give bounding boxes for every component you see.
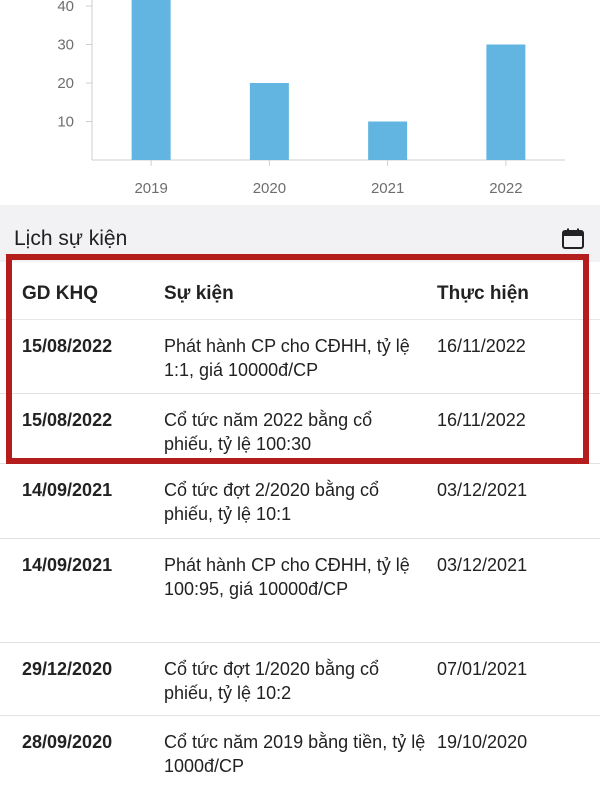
table-row[interactable]: 15/08/2022 Phát hành CP cho CĐHH, tỷ lệ …: [0, 320, 600, 394]
table-row[interactable]: 14/09/2021 Phát hành CP cho CĐHH, tỷ lệ …: [0, 539, 600, 643]
table-row[interactable]: 15/08/2022 Cổ tức năm 2022 bằng cổ phiếu…: [0, 394, 600, 464]
row-event: Cổ tức năm 2019 bằng tiền, tỷ lệ 1000đ/C…: [164, 732, 426, 776]
bar-chart-svg: 10 20 30 40 2019 2020 2021 2022: [57, 0, 565, 197]
row-performed: 16/11/2022: [437, 336, 526, 356]
section-title: Lịch sự kiện: [14, 227, 128, 250]
row-performed: 03/12/2021: [437, 555, 528, 575]
row-date: 14/09/2021: [22, 555, 113, 575]
row-performed: 19/10/2020: [437, 732, 528, 752]
events-table: GD KHQ Sự kiện Thực hiện 15/08/2022 Phát…: [0, 262, 600, 792]
bar-2019: [131, 0, 171, 160]
row-event: Phát hành CP cho CĐHH, tỷ lệ 1:1, giá 10…: [164, 336, 410, 380]
table-row[interactable]: 28/09/2020 Cổ tức năm 2019 bằng tiền, tỷ…: [0, 716, 600, 792]
row-event: Cổ tức đợt 2/2020 bằng cổ phiếu, tỷ lệ 1…: [164, 480, 379, 524]
bar-chart: 10 20 30 40 2019 2020 2021 2022: [0, 0, 600, 205]
row-event: Cổ tức đợt 1/2020 bằng cổ phiếu, tỷ lệ 1…: [164, 659, 379, 703]
table-row[interactable]: 14/09/2021 Cổ tức đợt 2/2020 bằng cổ phi…: [0, 464, 600, 539]
x-tick-label: 2019: [134, 180, 167, 197]
row-performed: 03/12/2021: [437, 480, 528, 500]
y-tick-label: 40: [57, 0, 74, 15]
table-row[interactable]: 29/12/2020 Cổ tức đợt 1/2020 bằng cổ phi…: [0, 643, 600, 716]
calendar-icon[interactable]: [561, 227, 585, 251]
column-header-event: Sự kiện: [164, 283, 234, 304]
row-performed: 16/11/2022: [437, 410, 526, 430]
column-header-performed: Thực hiện: [437, 283, 529, 304]
bar-2022: [486, 44, 526, 160]
bar-2020: [249, 83, 289, 160]
row-date: 28/09/2020: [22, 732, 113, 752]
y-tick-label: 10: [57, 114, 74, 131]
y-tick-label: 20: [57, 75, 74, 92]
row-date: 15/08/2022: [22, 410, 113, 430]
bar-2021: [368, 121, 408, 160]
row-performed: 07/01/2021: [437, 659, 528, 679]
column-header-date: GD KHQ: [22, 283, 98, 304]
section-header: Lịch sự kiện: [0, 205, 600, 262]
x-tick-label: 2022: [489, 180, 522, 197]
x-tick-label: 2020: [253, 180, 286, 197]
row-date: 29/12/2020: [22, 659, 113, 679]
row-event: Phát hành CP cho CĐHH, tỷ lệ 100:95, giá…: [164, 555, 410, 599]
x-tick-label: 2021: [371, 180, 404, 197]
row-event: Cổ tức năm 2022 bằng cổ phiếu, tỷ lệ 100…: [164, 410, 373, 454]
y-tick-label: 30: [57, 37, 74, 54]
row-date: 14/09/2021: [22, 480, 113, 500]
row-date: 15/08/2022: [22, 336, 113, 356]
table-header-row: GD KHQ Sự kiện Thực hiện: [0, 262, 600, 320]
